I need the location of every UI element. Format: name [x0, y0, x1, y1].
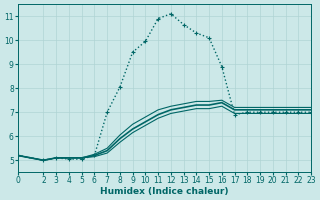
X-axis label: Humidex (Indice chaleur): Humidex (Indice chaleur): [100, 187, 229, 196]
